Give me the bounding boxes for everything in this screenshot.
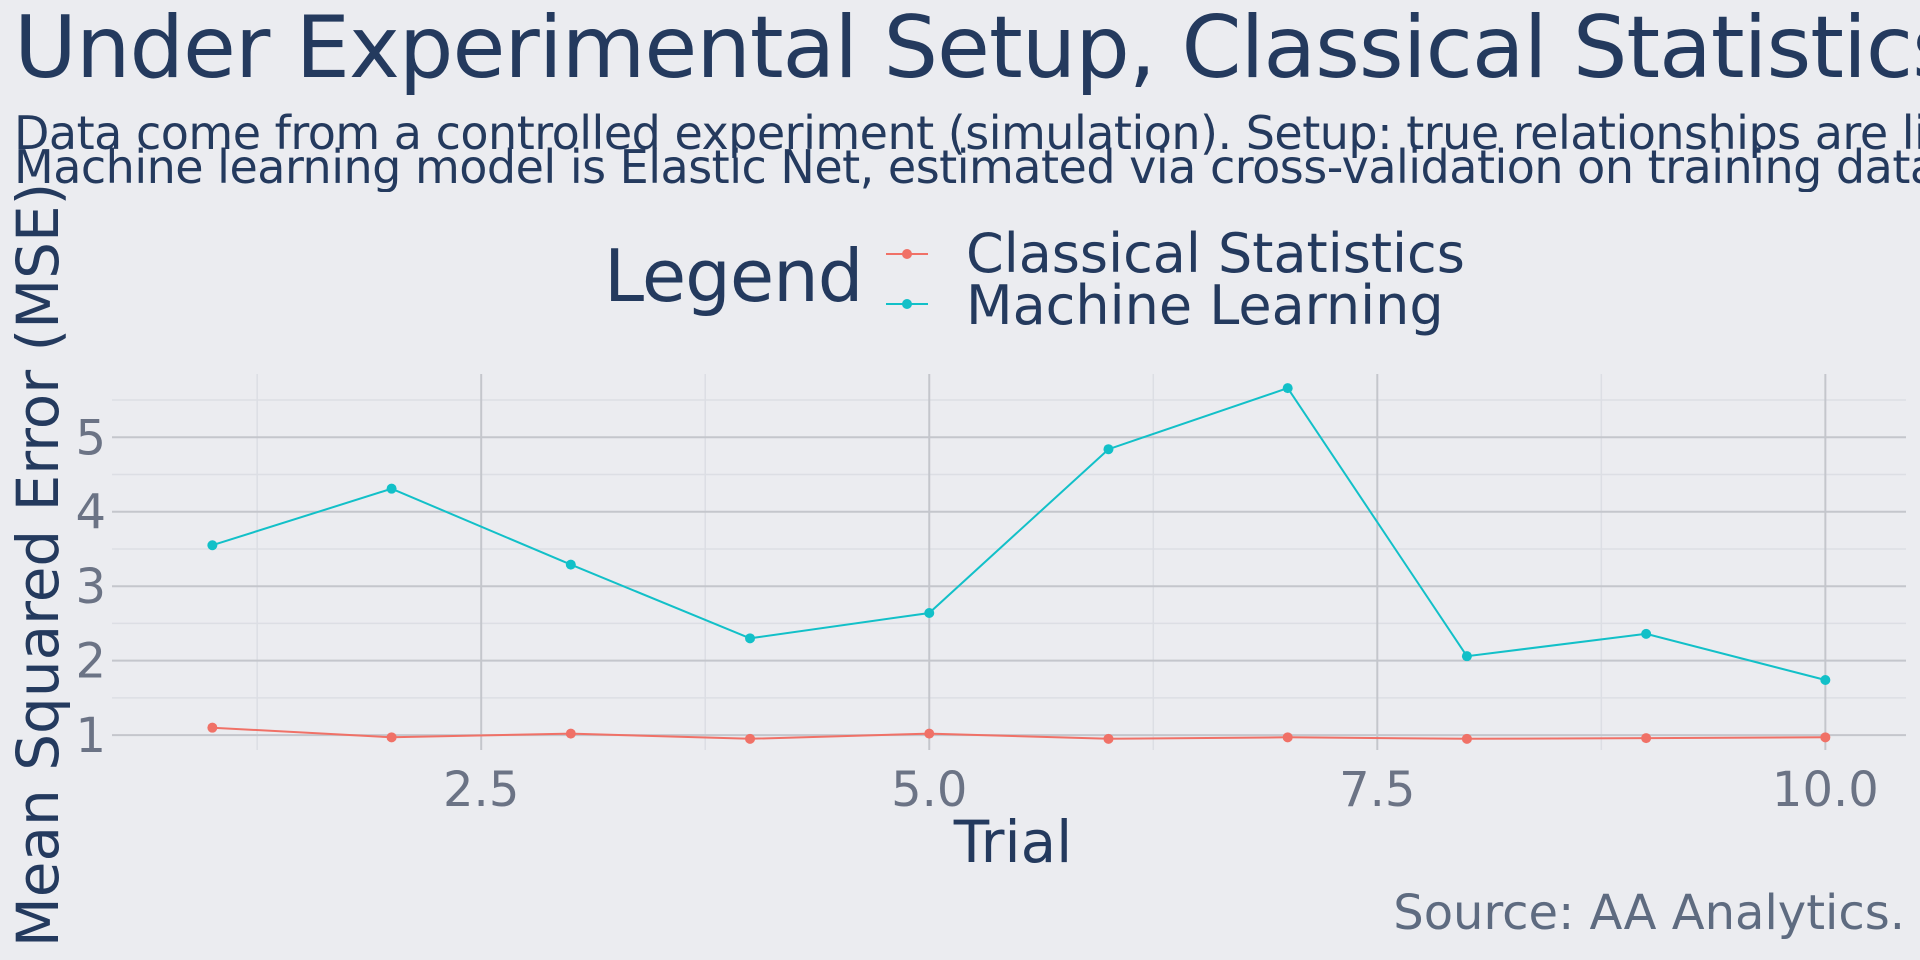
y-tick-label: 4 xyxy=(75,485,106,541)
data-point-machine-learning xyxy=(1820,675,1831,686)
y-tick-label: 1 xyxy=(75,708,106,764)
chart-subtitle-line-1: Data come from a controlled experiment (… xyxy=(14,108,1920,158)
data-point-classical-statistics xyxy=(924,728,935,739)
data-point-machine-learning xyxy=(565,559,576,570)
legend-key-classical-statistics xyxy=(886,249,928,259)
data-point-machine-learning xyxy=(386,483,397,494)
source-note: Source: AA Analytics. xyxy=(1393,885,1905,941)
chart-subtitle-line-2: Machine learning model is Elastic Net, e… xyxy=(14,142,1920,192)
data-point-classical-statistics xyxy=(1641,733,1652,744)
x-tick-label: 7.5 xyxy=(1339,762,1415,818)
data-point-machine-learning xyxy=(1282,383,1293,394)
data-point-machine-learning xyxy=(1641,628,1652,639)
data-point-classical-statistics xyxy=(1820,732,1831,743)
legend-title: Legend xyxy=(604,234,863,318)
x-tick-label: 5.0 xyxy=(891,762,967,818)
data-point-machine-learning xyxy=(1461,651,1472,662)
legend-key-machine-learning xyxy=(886,299,928,309)
y-tick-label: 2 xyxy=(75,634,106,690)
x-axis-title: Trial xyxy=(953,808,1073,876)
legend-label-classical-statistics: Classical Statistics xyxy=(966,222,1465,285)
data-point-machine-learning xyxy=(924,608,935,619)
series-line-classical-statistics xyxy=(212,726,1826,740)
data-point-classical-statistics xyxy=(386,732,397,743)
data-point-classical-statistics xyxy=(1461,733,1472,744)
data-point-machine-learning xyxy=(745,633,756,644)
data-point-classical-statistics xyxy=(1103,733,1114,744)
data-point-machine-learning xyxy=(1103,444,1114,455)
grid-minor xyxy=(112,374,1906,750)
data-point-classical-statistics xyxy=(207,722,218,733)
x-tick-label: 2.5 xyxy=(443,762,519,818)
series-line-machine-learning xyxy=(212,386,1826,681)
y-tick-label: 5 xyxy=(75,410,106,466)
y-axis-title: Mean Squared Error (MSE) xyxy=(4,182,72,948)
grid-major xyxy=(112,374,1906,750)
data-point-classical-statistics xyxy=(565,728,576,739)
data-point-classical-statistics xyxy=(1282,732,1293,743)
legend-label-machine-learning: Machine Learning xyxy=(966,274,1444,337)
y-tick-label: 3 xyxy=(75,559,106,615)
data-point-classical-statistics xyxy=(745,733,756,744)
chart-title: Under Experimental Setup, Classical Stat… xyxy=(14,0,1920,96)
x-tick-label: 10.0 xyxy=(1772,762,1879,818)
series-layer xyxy=(207,383,1831,744)
data-point-machine-learning xyxy=(207,540,218,551)
tick-layer: 2.5 5.0 7.5 10.0 1 2 3 4 5 xyxy=(75,410,1878,818)
